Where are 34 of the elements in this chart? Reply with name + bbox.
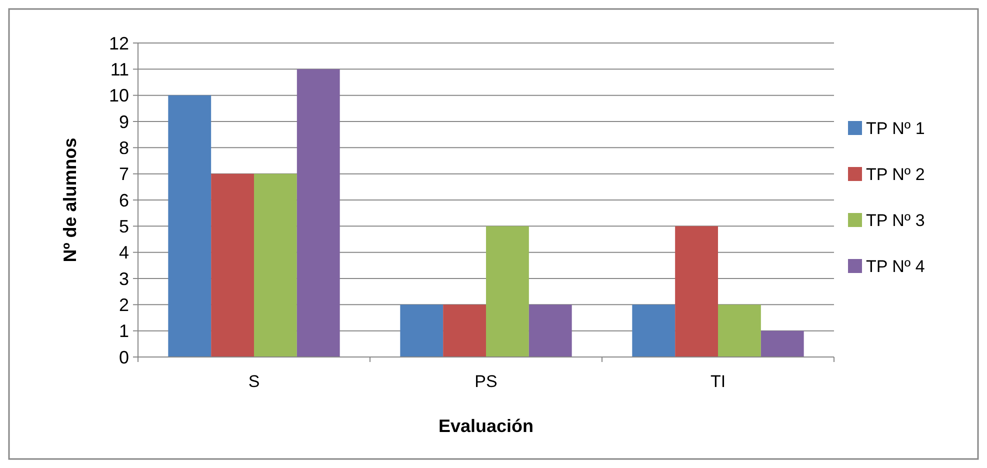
bar xyxy=(400,304,444,357)
bar xyxy=(718,304,761,357)
y-tick-label: 4 xyxy=(118,242,129,263)
legend-label: TP Nº 2 xyxy=(866,164,925,184)
bar xyxy=(528,304,572,357)
y-tick-label: 7 xyxy=(118,164,129,184)
x-tick-label: PS xyxy=(474,372,498,391)
legend-label: TP Nº 4 xyxy=(866,256,925,276)
bar xyxy=(486,226,529,357)
y-tick-label: 0 xyxy=(118,347,129,368)
bar xyxy=(632,304,676,357)
y-tick-label: 8 xyxy=(118,138,129,158)
bar xyxy=(168,95,212,357)
bar xyxy=(443,304,486,357)
bar xyxy=(254,174,297,357)
bar xyxy=(211,174,254,357)
y-tick-label: 9 xyxy=(118,112,129,132)
bar xyxy=(296,69,340,357)
y-tick-label: 11 xyxy=(110,59,129,80)
y-axis-title: Nº de alumnos xyxy=(60,138,80,262)
y-tick-label: 10 xyxy=(108,86,129,106)
y-tick-label: 2 xyxy=(118,294,129,315)
x-axis-title: Evaluación xyxy=(438,416,534,436)
y-tick-label: 6 xyxy=(118,190,129,210)
y-tick-label: 1 xyxy=(118,321,129,342)
x-tick-label: S xyxy=(248,372,260,391)
y-tick-label: 3 xyxy=(118,268,129,289)
bar xyxy=(675,226,718,357)
bar xyxy=(760,330,804,357)
legend-label: TP Nº 3 xyxy=(866,210,925,230)
y-tick-label: 12 xyxy=(108,33,129,54)
legend-label: TP Nº 1 xyxy=(866,118,925,138)
y-tick-label: 5 xyxy=(118,216,129,236)
x-tick-label: TI xyxy=(710,372,726,391)
